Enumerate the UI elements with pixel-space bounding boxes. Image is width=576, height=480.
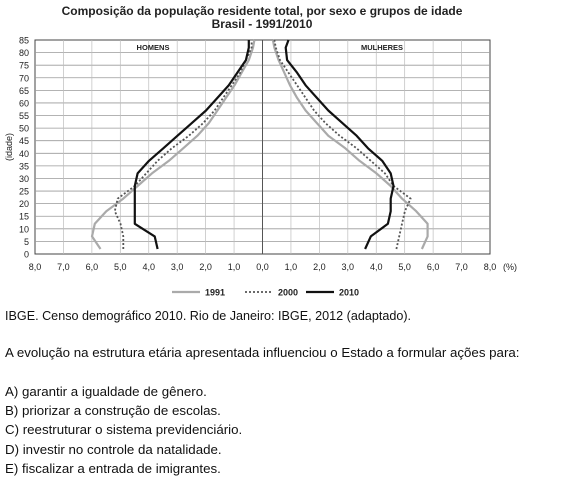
x-tick-label: 2,0 xyxy=(199,262,212,272)
x-tick-label: 4,0 xyxy=(370,262,383,272)
y-tick-label: 25 xyxy=(19,187,29,197)
y-axis-label: (idade) xyxy=(4,133,14,161)
panel-label-women: MULHERES xyxy=(361,43,403,52)
option-c[interactable]: C) reestruturar o sistema previdenciário… xyxy=(5,422,243,438)
x-tick-label: 7,0 xyxy=(57,262,70,272)
question-text: A evolução na estrutura etária apresenta… xyxy=(5,345,520,360)
x-tick-label: 2,0 xyxy=(313,262,326,272)
x-tick-label: 4,0 xyxy=(142,262,155,272)
x-tick-label: 1,0 xyxy=(285,262,298,272)
chart-legend: 1991 2000 2010 xyxy=(172,288,359,298)
chart-subtitle: Brasil - 1991/2010 xyxy=(212,17,313,31)
y-tick-label: 30 xyxy=(19,174,29,184)
option-b[interactable]: B) priorizar a construção de escolas. xyxy=(5,403,221,419)
x-tick-label: 5,0 xyxy=(398,262,411,272)
y-tick-label: 10 xyxy=(19,224,29,234)
x-tick-label: 3,0 xyxy=(171,262,184,272)
y-tick-label: 20 xyxy=(19,199,29,209)
legend-label-2000: 2000 xyxy=(278,288,298,298)
y-tick-label: 65 xyxy=(19,86,29,96)
y-tick-label: 85 xyxy=(19,36,29,46)
option-a[interactable]: A) garantir a igualdade de gênero. xyxy=(5,384,207,399)
legend-label-2010: 2010 xyxy=(339,288,359,298)
y-tick-label: 80 xyxy=(19,48,29,58)
x-tick-label: 3,0 xyxy=(342,262,355,272)
y-tick-label: 55 xyxy=(19,111,29,121)
y-tick-label: 5 xyxy=(24,237,29,247)
x-tick-label: 8,0 xyxy=(484,262,497,272)
population-pyramid-chart: Composição da população residente total,… xyxy=(4,4,517,298)
x-tick-label: 6,0 xyxy=(86,262,99,272)
chart-canvas: Composição da população residente total,… xyxy=(4,4,517,298)
series-line-1991-men xyxy=(90,39,256,250)
x-tick-label: 8,0 xyxy=(29,262,42,272)
x-unit-label: (%) xyxy=(503,262,517,272)
legend-label-1991: 1991 xyxy=(205,288,225,298)
panel-label-men: HOMENS xyxy=(137,43,170,52)
series-line-2000-men xyxy=(113,40,253,249)
option-e[interactable]: E) fiscalizar a entrada de imigrantes. xyxy=(5,460,221,476)
y-tick-label: 50 xyxy=(19,124,29,134)
x-tick-label: 0,0 xyxy=(256,262,269,272)
x-tick-label: 7,0 xyxy=(455,262,468,272)
source-citation: IBGE. Censo demográfico 2010. Rio de Jan… xyxy=(5,309,412,323)
chart-title: Composição da população residente total,… xyxy=(62,4,463,18)
y-tick-label: 15 xyxy=(19,212,29,222)
x-tick-label: 6,0 xyxy=(427,262,440,272)
x-tick-label: 5,0 xyxy=(114,262,127,272)
series-line-1991-women xyxy=(271,39,429,250)
y-tick-label: 45 xyxy=(19,136,29,146)
series-line-2010-women xyxy=(284,39,395,250)
answer-options: A) garantir a igualdade de gênero. B) pr… xyxy=(5,382,571,478)
y-tick-label: 35 xyxy=(19,161,29,171)
series-line-2000-women xyxy=(273,39,412,250)
y-tick-label: 60 xyxy=(19,98,29,108)
y-tick-label: 40 xyxy=(19,149,29,159)
series-line-2010-men xyxy=(133,40,250,250)
y-tick-label: 75 xyxy=(19,61,29,71)
y-tick-label: 70 xyxy=(19,73,29,83)
x-tick-label: 1,0 xyxy=(228,262,241,272)
y-tick-label: 0 xyxy=(24,250,29,260)
option-d[interactable]: D) investir no controle da natalidade. xyxy=(5,441,222,457)
